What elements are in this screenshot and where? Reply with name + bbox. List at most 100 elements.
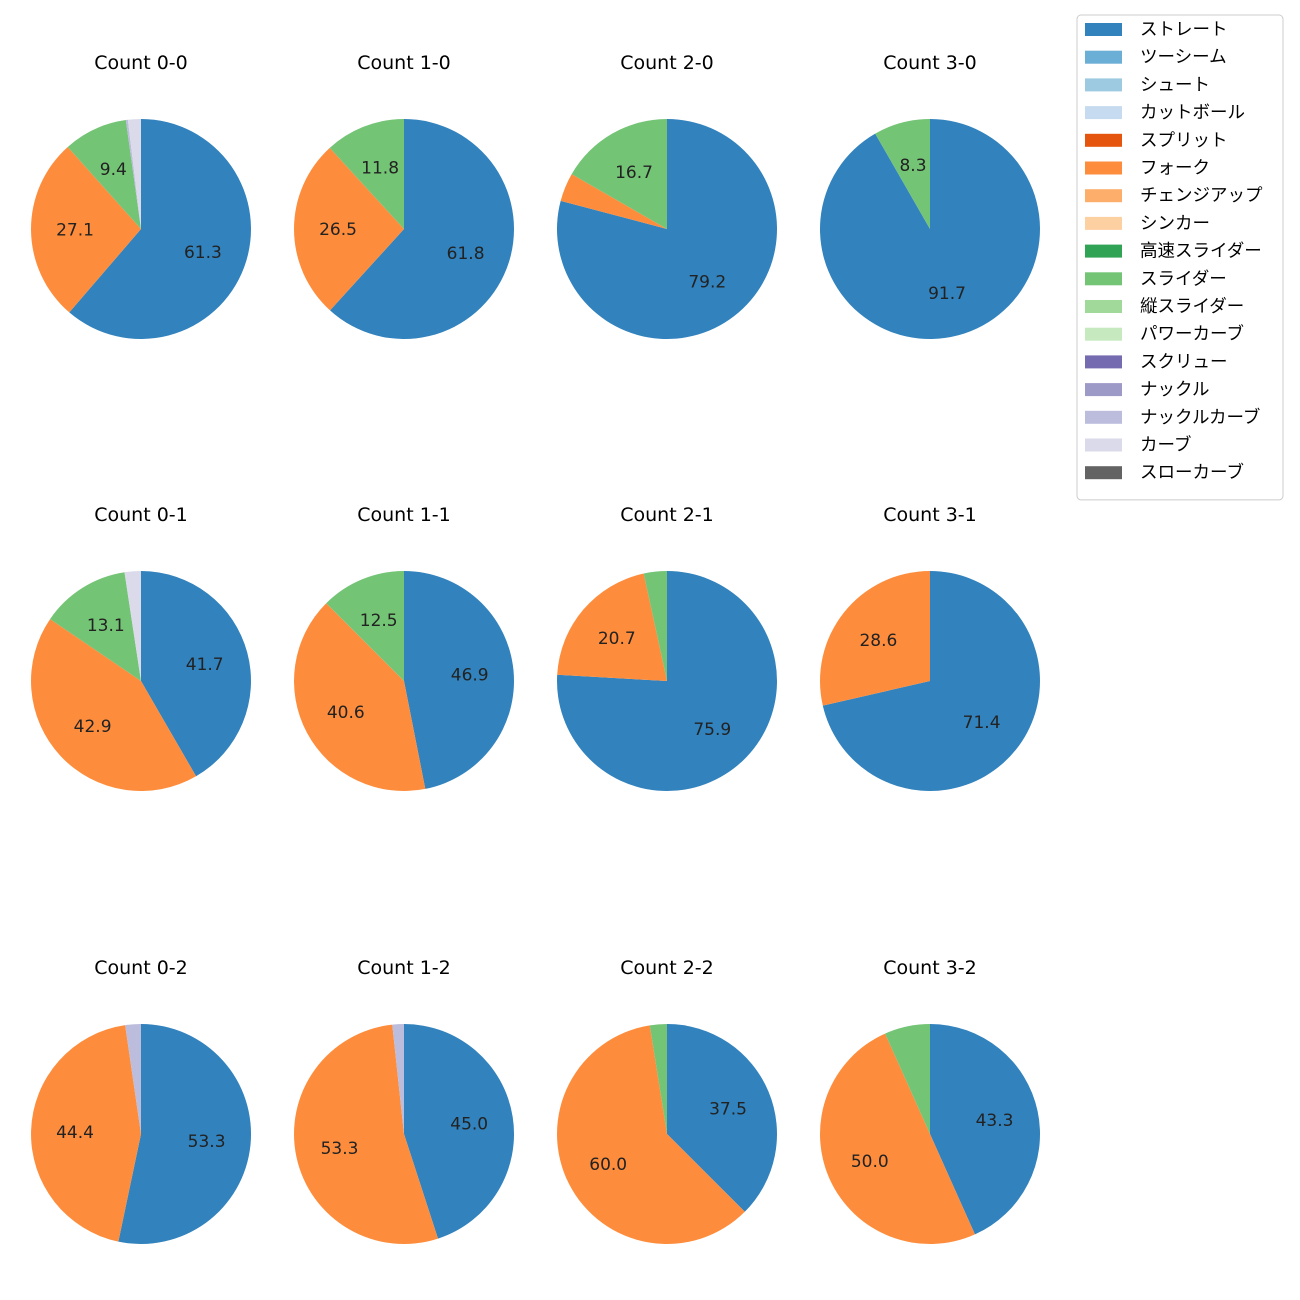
legend: ストレートツーシームシュートカットボールスプリットフォークチェンジアップシンカー… [1076, 14, 1284, 501]
slice-ストレート [930, 1024, 1041, 1235]
slice-ナックルカーブ [392, 1024, 404, 1134]
slice-label: 12.5 [360, 611, 398, 631]
pie-title: Count 2-1 [620, 504, 714, 526]
slice-スライダー [329, 118, 404, 229]
pie-count-0-0: Count 0-0 61.3 27.1 9.4 [31, 52, 252, 340]
legend-item: 高速スライダー [1085, 242, 1262, 262]
legend-item: パワーカーブ [1085, 324, 1244, 345]
slice-ストレート [822, 571, 1040, 791]
legend-label: シュート [1140, 75, 1210, 95]
legend-item: ツーシーム [1085, 48, 1227, 68]
pie-title: Count 3-1 [883, 504, 977, 526]
slice-label: 44.4 [56, 1123, 94, 1143]
pie-count-0-2: Count 0-2 53.3 44.4 [31, 957, 252, 1244]
slice-label: 11.8 [361, 159, 399, 179]
slice-label: 28.6 [859, 631, 897, 651]
slice-フォーク [294, 1024, 438, 1245]
legend-swatch [1085, 50, 1122, 64]
slice-label: 8.3 [899, 156, 926, 176]
legend-label: カーブ [1140, 435, 1191, 456]
legend-item: スクリュー [1085, 352, 1228, 372]
pie-title: Count 1-1 [357, 504, 451, 526]
legend-item: シンカー [1085, 214, 1210, 234]
slice-ストレート [819, 119, 1040, 339]
slice-label: 27.1 [56, 221, 94, 241]
slice-label: 60.0 [589, 1155, 627, 1175]
legend-item: ナックルカーブ [1085, 407, 1260, 428]
slice-フォーク [30, 619, 197, 791]
legend-swatch [1085, 133, 1122, 147]
pie-title: Count 3-2 [883, 957, 977, 979]
slice-label: 43.3 [976, 1111, 1014, 1131]
slice-ストレート [404, 1024, 515, 1239]
legend-label: シンカー [1140, 214, 1210, 234]
slice-ストレート [557, 119, 778, 339]
legend-label: スクリュー [1140, 352, 1228, 372]
legend-item: フォーク [1085, 159, 1210, 179]
slice-フォーク [31, 1025, 141, 1242]
legend-swatch [1085, 272, 1122, 286]
slice-label: 26.5 [319, 220, 357, 240]
pie-title: Count 1-0 [357, 52, 451, 74]
legend-item: ストレート [1085, 20, 1228, 40]
slice-スライダー [885, 1024, 930, 1134]
legend-label: ストレート [1140, 20, 1228, 40]
slice-label: 50.0 [851, 1152, 889, 1172]
legend-label: 縦スライダー [1140, 297, 1244, 317]
legend-item: カットボール [1085, 103, 1245, 123]
legend-label: スプリット [1140, 131, 1228, 151]
pie-title: Count 2-2 [620, 957, 714, 979]
pie-count-3-0: Count 3-0 91.7 8.3 [819, 52, 1040, 339]
legend-item: シュート [1085, 75, 1210, 95]
slice-label: 40.6 [327, 703, 365, 723]
slice-ストレート [69, 119, 252, 340]
legend-item: スプリット [1085, 131, 1228, 151]
slice-label: 46.9 [451, 666, 489, 686]
slice-フォーク [560, 174, 667, 229]
legend-item: スライダー [1085, 269, 1227, 289]
slice-フォーク [557, 573, 667, 681]
slice-スライダー [875, 119, 930, 229]
legend-label: フォーク [1140, 159, 1210, 179]
slice-スライダー [643, 571, 667, 681]
pie-title: Count 0-2 [94, 957, 188, 979]
slice-フォーク [557, 1025, 745, 1244]
legend-swatch [1085, 23, 1122, 36]
legend-swatch [1085, 78, 1122, 92]
pie-count-2-0: Count 2-0 79.2 16.7 [557, 52, 778, 339]
slice-ストレート [557, 571, 778, 791]
slice-フォーク [294, 147, 404, 311]
pie-grid: Count 0-0 61.3 27.1 9.4 Count 1-0 61.8 26.5 11.… [30, 52, 1041, 1245]
slice-スライダー [649, 1024, 667, 1134]
slice-スライダー [67, 120, 141, 229]
slice-label: 61.3 [184, 243, 222, 263]
pie-title: Count 3-0 [883, 52, 977, 74]
slice-ストレート [141, 571, 251, 777]
legend-label: スライダー [1140, 269, 1227, 289]
pie-title: Count 0-0 [94, 52, 188, 74]
legend-swatch [1085, 383, 1122, 397]
legend-swatch [1085, 161, 1122, 175]
legend-item: チェンジアップ [1085, 186, 1263, 206]
legend-label: ナックルカーブ [1140, 407, 1260, 428]
legend-swatch [1085, 106, 1122, 120]
slice-label: 37.5 [709, 1100, 747, 1120]
pie-count-1-2: Count 1-2 45.0 53.3 [294, 957, 515, 1245]
legend-item: スローカーブ [1085, 462, 1244, 483]
legend-label: チェンジアップ [1140, 186, 1263, 206]
slice-ストレート [118, 1024, 252, 1244]
pie-count-3-2: Count 3-2 43.3 50.0 [819, 957, 1041, 1245]
slice-ストレート [667, 1024, 777, 1212]
legend-swatch [1085, 355, 1122, 369]
slice-カーブ [124, 571, 141, 681]
slice-フォーク [819, 1033, 975, 1245]
pie-count-1-0: Count 1-0 61.8 26.5 11.8 [294, 52, 515, 340]
legend-label: パワーカーブ [1140, 324, 1244, 345]
legend-swatch [1085, 327, 1122, 341]
slice-フォーク [31, 146, 142, 313]
legend-swatch [1085, 189, 1122, 203]
legend-item: 縦スライダー [1085, 297, 1244, 317]
slice-ナックルカーブ [125, 1024, 141, 1134]
slice-ストレート [404, 571, 514, 789]
